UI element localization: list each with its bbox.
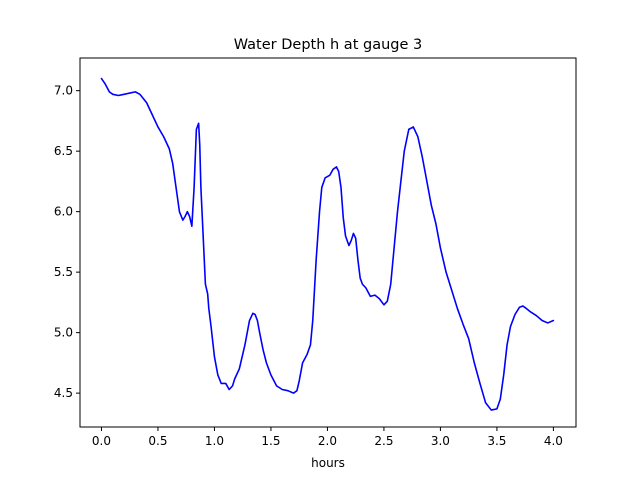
- plot-frame: [79, 57, 577, 428]
- x-tick-label: 0.5: [148, 434, 167, 448]
- y-tick-label: 5.5: [54, 265, 73, 279]
- y-tick-label: 5.0: [54, 326, 73, 340]
- x-axis: 0.0 0.5 1.0 1.5 2.0 2.5 3.0 3.5 4.0: [92, 427, 563, 448]
- y-tick-label: 6.0: [54, 205, 73, 219]
- x-tick-label: 4.0: [544, 434, 563, 448]
- x-tick-label: 2.5: [374, 434, 393, 448]
- x-tick-label: 3.5: [487, 434, 506, 448]
- x-tick-label: 3.0: [431, 434, 450, 448]
- series-line-0: [100, 77, 555, 411]
- y-tick-label: 6.5: [54, 144, 73, 158]
- x-tick-label: 1.0: [205, 434, 224, 448]
- y-tick-label: 7.0: [54, 84, 73, 98]
- chart-title: Water Depth h at gauge 3: [234, 37, 422, 53]
- x-axis-label: hours: [311, 456, 345, 470]
- x-tick-label: 2.0: [318, 434, 337, 448]
- y-tick-label: 4.5: [54, 386, 73, 400]
- x-tick-label: 1.5: [261, 434, 280, 448]
- y-axis: 4.5 5.0 5.5 6.0 6.5 7.0: [54, 84, 80, 400]
- plot-area: [100, 77, 555, 411]
- x-tick-label: 0.0: [92, 434, 111, 448]
